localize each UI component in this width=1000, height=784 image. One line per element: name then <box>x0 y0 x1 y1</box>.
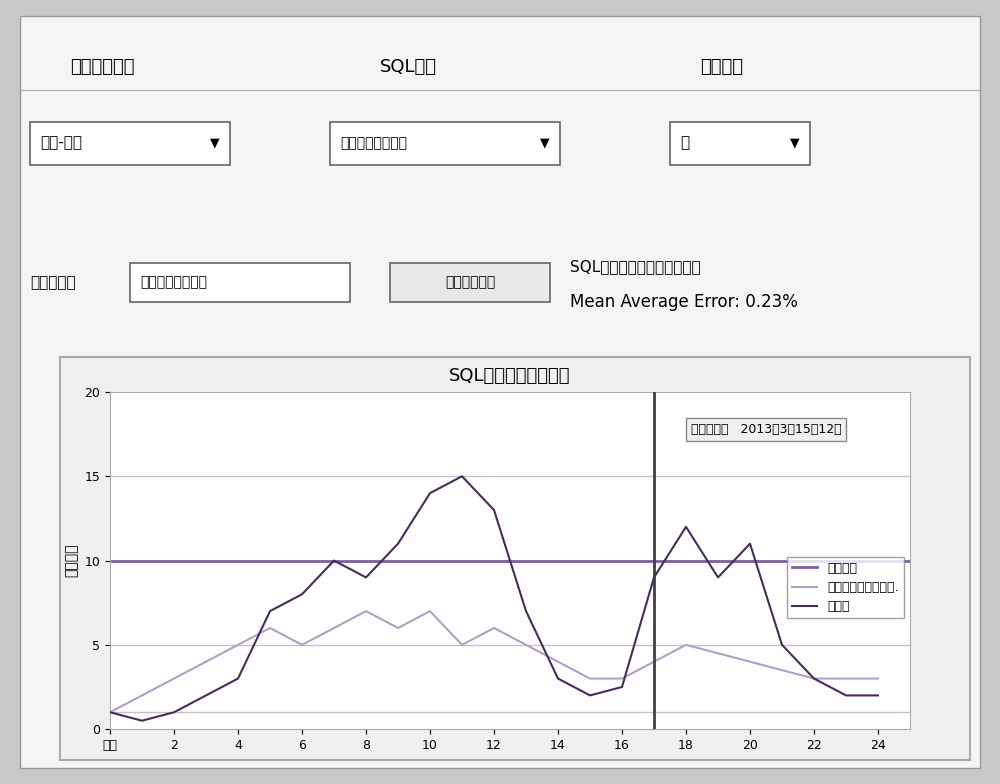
FancyBboxPatch shape <box>60 357 970 760</box>
Text: 判断付款账号机构: 判断付款账号机构 <box>340 136 407 150</box>
上一时间周期真实值. <box>168 673 180 683</box>
Text: 突变预测：: 突变预测： <box>30 274 76 290</box>
上一时间周期真实值. <box>840 673 852 683</box>
上一时间周期真实值. <box>712 648 724 658</box>
真实值 <box>840 691 852 700</box>
真实值 <box>104 707 116 717</box>
Text: Mean Average Error: 0.23%: Mean Average Error: 0.23% <box>570 293 798 310</box>
真实值 <box>264 607 276 616</box>
真实值 <box>712 572 724 582</box>
上一时间周期真实值. <box>616 673 628 683</box>
Text: 时间周期: 时间周期 <box>700 58 743 75</box>
Text: ▼: ▼ <box>790 136 800 150</box>
上一时间周期真实值. <box>552 657 564 666</box>
Text: 天: 天 <box>680 136 689 151</box>
真实值 <box>424 488 436 498</box>
真实值 <box>872 691 884 700</box>
上一时间周期真实值. <box>648 657 660 666</box>
真实值 <box>520 607 532 616</box>
真实值 <box>744 539 756 549</box>
真实值 <box>200 691 212 700</box>
上一时间周期真实值. <box>808 673 820 683</box>
上一时间周期真实值. <box>424 607 436 616</box>
上一时间周期真实值. <box>584 673 596 683</box>
上一时间周期真实值. <box>104 707 116 717</box>
Text: 预测结果评估: 预测结果评估 <box>445 275 495 289</box>
Text: 现在时间：   2013年3月15日12时: 现在时间： 2013年3月15日12时 <box>691 423 841 436</box>
FancyBboxPatch shape <box>670 122 810 165</box>
真实值 <box>168 707 180 717</box>
上一时间周期真实值. <box>456 640 468 649</box>
上一时间周期真实值. <box>680 640 692 649</box>
成本阈值 <box>136 556 148 565</box>
Title: SQL语句执行成本预测: SQL语句执行成本预测 <box>449 367 571 385</box>
真实值 <box>680 522 692 532</box>
真实值 <box>392 539 404 549</box>
上一时间周期真实值. <box>232 640 244 649</box>
真实值 <box>776 640 788 649</box>
上一时间周期真实值. <box>520 640 532 649</box>
FancyBboxPatch shape <box>30 122 230 165</box>
Text: ▼: ▼ <box>540 136 550 150</box>
上一时间周期真实值. <box>264 623 276 633</box>
FancyBboxPatch shape <box>20 16 980 768</box>
FancyBboxPatch shape <box>390 263 550 302</box>
真实值 <box>296 590 308 599</box>
上一时间周期真实值. <box>296 640 308 649</box>
真实值 <box>648 572 660 582</box>
真实值 <box>616 682 628 691</box>
Text: 网银-转账: 网银-转账 <box>40 136 82 151</box>
Text: ▼: ▼ <box>210 136 220 150</box>
真实值 <box>808 673 820 683</box>
真实值 <box>360 572 372 582</box>
Y-axis label: 执行成本: 执行成本 <box>65 544 79 577</box>
真实值 <box>328 556 340 565</box>
真实值 <box>488 505 500 514</box>
FancyBboxPatch shape <box>330 122 560 165</box>
Text: SQL执行语句阈值预测评估：: SQL执行语句阈值预测评估： <box>570 259 701 274</box>
Line: 真实值: 真实值 <box>110 476 878 720</box>
Text: 业务类别选择: 业务类别选择 <box>70 58 134 75</box>
上一时间周期真实值. <box>872 673 884 683</box>
成本阈值 <box>104 556 116 565</box>
真实值 <box>456 471 468 481</box>
上一时间周期真实值. <box>360 607 372 616</box>
上一时间周期真实值. <box>488 623 500 633</box>
真实值 <box>136 716 148 725</box>
上一时间周期真实值. <box>744 657 756 666</box>
上一时间周期真实值. <box>136 691 148 700</box>
Legend: 成本阈值, 上一时间周期真实值., 真实值: 成本阈值, 上一时间周期真实值., 真实值 <box>787 557 904 619</box>
上一时间周期真实值. <box>328 623 340 633</box>
FancyBboxPatch shape <box>130 263 350 302</box>
真实值 <box>232 673 244 683</box>
Line: 上一时间周期真实值.: 上一时间周期真实值. <box>110 612 878 712</box>
真实值 <box>552 673 564 683</box>
Text: 一天内无突变发生: 一天内无突变发生 <box>140 275 207 289</box>
Text: SQL语句: SQL语句 <box>380 58 437 75</box>
真实值 <box>584 691 596 700</box>
上一时间周期真实值. <box>392 623 404 633</box>
上一时间周期真实值. <box>776 666 788 675</box>
上一时间周期真实值. <box>200 657 212 666</box>
